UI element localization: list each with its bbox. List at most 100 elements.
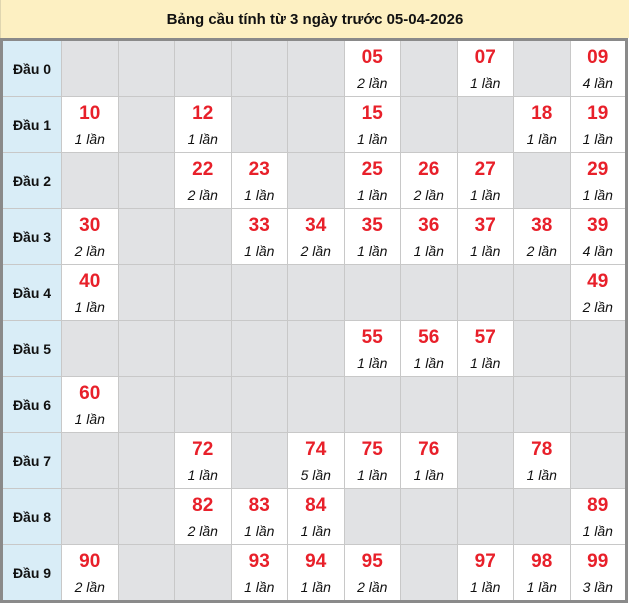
count-value: 1 lần xyxy=(244,242,275,259)
count-value: 1 lần xyxy=(470,578,501,595)
row-header: Đầu 7 xyxy=(1,432,62,489)
number-cell: 60 1 lần xyxy=(61,376,119,433)
count-value: 4 lần xyxy=(582,242,613,259)
number-cell: 99 3 lần xyxy=(569,544,627,602)
count-value: 2 lần xyxy=(413,186,444,203)
number-value: 33 xyxy=(248,214,270,236)
table-row: Đầu 2 22 2 lần 23 1 lần 25 1 lần 26 2 lần 27 1 lần… xyxy=(1,152,627,209)
empty-cell xyxy=(174,544,232,602)
number-cell: 74 5 lần xyxy=(287,432,345,489)
number-value: 40 xyxy=(79,270,101,292)
number-cell: 38 2 lần xyxy=(513,208,571,265)
empty-cell xyxy=(513,264,571,321)
number-value: 94 xyxy=(305,550,327,572)
empty-cell xyxy=(400,488,458,545)
row-header: Đầu 3 xyxy=(1,208,62,265)
number-cell: 10 1 lần xyxy=(61,96,119,153)
count-value: 1 lần xyxy=(470,242,501,259)
number-cell: 09 4 lần xyxy=(569,39,627,97)
empty-cell xyxy=(174,320,232,377)
empty-cell xyxy=(230,320,288,377)
table-row: Đầu 6 60 1 lần xyxy=(1,376,627,433)
empty-cell xyxy=(117,488,175,545)
table-row: Đầu 8 82 2 lần 83 1 lần 84 1 lần 89 1 lần xyxy=(1,488,627,545)
count-value: 1 lần xyxy=(526,130,557,147)
number-value: 78 xyxy=(531,438,553,460)
count-value: 1 lần xyxy=(244,522,275,539)
number-value: 18 xyxy=(531,102,553,124)
number-cell: 72 1 lần xyxy=(174,432,232,489)
count-value: 1 lần xyxy=(526,578,557,595)
number-value: 75 xyxy=(361,438,383,460)
row-header: Đầu 6 xyxy=(1,376,62,433)
count-value: 1 lần xyxy=(526,466,557,483)
number-value: 23 xyxy=(248,158,270,180)
empty-cell xyxy=(117,264,175,321)
empty-cell xyxy=(513,39,571,97)
empty-cell xyxy=(287,96,345,153)
count-value: 1 lần xyxy=(74,298,105,315)
count-value: 1 lần xyxy=(582,130,613,147)
row-header: Đầu 8 xyxy=(1,488,62,545)
table-row: Đầu 4 40 1 lần 49 2 lần xyxy=(1,264,627,321)
number-value: 26 xyxy=(418,158,440,180)
number-cell: 75 1 lần xyxy=(343,432,401,489)
number-value: 10 xyxy=(79,102,101,124)
number-cell: 56 1 lần xyxy=(400,320,458,377)
empty-cell xyxy=(456,376,514,433)
empty-cell xyxy=(230,96,288,153)
number-value: 37 xyxy=(474,214,496,236)
empty-cell xyxy=(117,376,175,433)
count-value: 3 lần xyxy=(582,578,613,595)
empty-cell xyxy=(400,96,458,153)
empty-cell xyxy=(174,39,232,97)
empty-cell xyxy=(230,264,288,321)
number-value: 56 xyxy=(418,326,440,348)
number-value: 76 xyxy=(418,438,440,460)
empty-cell xyxy=(343,376,401,433)
number-cell: 27 1 lần xyxy=(456,152,514,209)
number-cell: 49 2 lần xyxy=(569,264,627,321)
number-cell: 30 2 lần xyxy=(61,208,119,265)
empty-cell xyxy=(343,488,401,545)
row-header: Đầu 1 xyxy=(1,96,62,153)
number-value: 38 xyxy=(531,214,553,236)
count-value: 1 lần xyxy=(470,354,501,371)
count-value: 1 lần xyxy=(470,74,501,91)
number-cell: 34 2 lần xyxy=(287,208,345,265)
number-value: 07 xyxy=(474,46,496,68)
empty-cell xyxy=(343,264,401,321)
empty-cell xyxy=(287,264,345,321)
empty-cell xyxy=(230,39,288,97)
count-value: 1 lần xyxy=(357,466,388,483)
empty-cell xyxy=(569,376,627,433)
number-value: 35 xyxy=(361,214,383,236)
empty-cell xyxy=(456,432,514,489)
count-value: 1 lần xyxy=(582,522,613,539)
empty-cell xyxy=(230,376,288,433)
count-value: 1 lần xyxy=(300,578,331,595)
empty-cell xyxy=(400,376,458,433)
number-cell: 35 1 lần xyxy=(343,208,401,265)
empty-cell xyxy=(117,208,175,265)
number-value: 89 xyxy=(587,494,609,516)
number-cell: 84 1 lần xyxy=(287,488,345,545)
table-title: Bảng cầu tính từ 3 ngày trước 05-04-2026 xyxy=(0,0,629,38)
number-cell: 37 1 lần xyxy=(456,208,514,265)
number-cell: 94 1 lần xyxy=(287,544,345,602)
row-header: Đầu 0 xyxy=(1,39,62,97)
row-header: Đầu 2 xyxy=(1,152,62,209)
empty-cell xyxy=(513,488,571,545)
number-value: 15 xyxy=(361,102,383,124)
number-value: 57 xyxy=(474,326,496,348)
empty-cell xyxy=(513,320,571,377)
count-value: 1 lần xyxy=(582,186,613,203)
table-row: Đầu 7 72 1 lần 74 5 lần 75 1 lần 76 1 lần 78 1 lần xyxy=(1,432,627,489)
empty-cell xyxy=(117,432,175,489)
empty-cell xyxy=(400,264,458,321)
empty-cell xyxy=(117,39,175,97)
number-cell: 36 1 lần xyxy=(400,208,458,265)
empty-cell xyxy=(513,376,571,433)
count-value: 1 lần xyxy=(357,130,388,147)
empty-cell xyxy=(174,264,232,321)
